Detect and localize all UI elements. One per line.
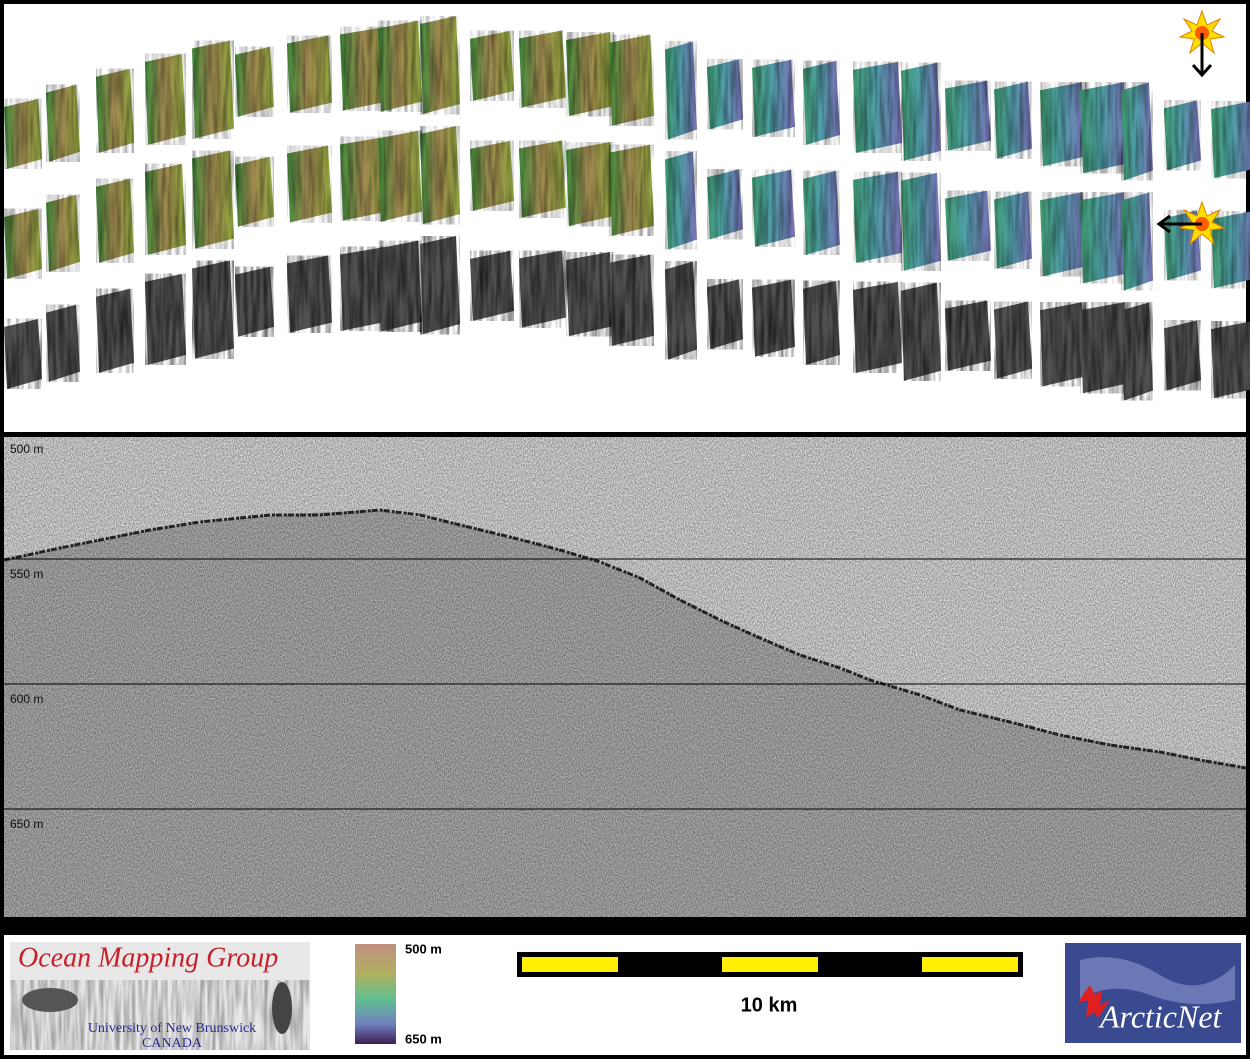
swath-patch (609, 34, 654, 126)
colorbar (355, 944, 396, 1044)
swath-patch (1080, 192, 1128, 284)
swath-patch (853, 61, 902, 153)
swath-patch (420, 16, 460, 115)
swath-patch (519, 30, 566, 108)
swath-patch (192, 260, 234, 359)
swath-patch (752, 59, 795, 137)
logo-title: ArcticNet (1098, 998, 1223, 1034)
swath-patch (378, 130, 422, 222)
swath-patch (235, 266, 274, 337)
swath-patch (4, 98, 42, 169)
swath-patch (4, 208, 42, 279)
swath-patch (665, 41, 697, 140)
arcticnet-logo: ArcticNet (1065, 943, 1241, 1043)
swath-patch (1121, 82, 1153, 181)
swath-patch (235, 46, 274, 117)
swath-patch (470, 250, 514, 321)
swath-patch (945, 300, 991, 371)
sun-icon (1156, 200, 1226, 246)
swath-patch (1040, 302, 1086, 387)
swath-patch (566, 32, 614, 117)
logo-text: University of New Brunswick (88, 1021, 256, 1036)
swath-patch (145, 53, 186, 145)
swath-patch (1040, 192, 1086, 277)
swath-patch (1164, 100, 1201, 171)
swath-patch (665, 261, 697, 360)
swath-patch (665, 151, 697, 250)
ocean-mapping-logo: Ocean Mapping Group University of New Br… (10, 942, 310, 1051)
scale-label: 10 km (741, 994, 798, 1016)
swath-patch (287, 35, 332, 113)
scale-bar (517, 952, 1023, 977)
swath-patch (145, 163, 186, 255)
swath-patch (752, 169, 795, 247)
swath-patch (4, 318, 42, 389)
depth-label: 600 m (10, 692, 43, 706)
logo-title: Ocean Mapping Group (18, 942, 278, 973)
depth-label: 550 m (10, 567, 43, 581)
swath-patch (609, 144, 654, 236)
swath-patch (1040, 82, 1086, 167)
seabed-line (4, 508, 1246, 770)
swath-patch (235, 156, 274, 227)
swath-patch (609, 254, 654, 346)
swath-patch (945, 190, 991, 261)
depth-label: 650 m (10, 817, 43, 831)
swath-patch (901, 62, 941, 161)
depth-label: 500 m (10, 442, 43, 456)
swath-patch (1080, 82, 1128, 174)
swath-patch (1121, 302, 1153, 401)
profile-panel (4, 437, 1246, 917)
sun-icon (1178, 9, 1226, 78)
swath-patch (901, 172, 941, 271)
logo-text: CANADA (142, 1036, 203, 1051)
swath-patch (853, 171, 902, 263)
swath-patch (1080, 302, 1128, 394)
swath-patch (96, 178, 134, 263)
swath-patch (707, 169, 743, 240)
swath-patch (192, 150, 234, 249)
swath-patch (853, 281, 902, 373)
swath-patch (287, 255, 332, 333)
swath-patch (519, 250, 566, 328)
swath-patch (945, 80, 991, 151)
swath-patch (994, 191, 1032, 269)
swath-patch (46, 194, 80, 272)
swath-mosaics (4, 16, 1250, 401)
swath-patch (96, 288, 134, 373)
swath-patch (192, 40, 234, 139)
swath-patch (1211, 211, 1250, 289)
swath-patch (1164, 320, 1201, 391)
swath-patch (378, 240, 422, 332)
swath-patch (994, 81, 1032, 159)
swath-patch (470, 30, 514, 101)
swath-patch (519, 140, 566, 218)
swath-patch (287, 145, 332, 223)
swath-patch (566, 142, 614, 227)
swath-patch (803, 280, 840, 365)
swath-patch (1211, 321, 1250, 399)
colorbar-label: 650 m (405, 1031, 442, 1046)
colorbar-label: 500 m (405, 941, 442, 956)
swath-patch (470, 140, 514, 211)
swath-patch (378, 20, 422, 112)
swath-patch (707, 59, 743, 130)
swath-patch (420, 126, 460, 225)
swath-patch (803, 60, 840, 145)
swath-patch (46, 304, 80, 382)
swath-patch (1121, 192, 1153, 291)
swath-patch (1211, 101, 1250, 179)
swath-patch (803, 170, 840, 255)
swath-patch (901, 282, 941, 381)
swath-patch (707, 279, 743, 350)
swath-patch (420, 236, 460, 335)
swath-patch (566, 252, 614, 337)
swath-patch (96, 68, 134, 153)
swath-patch (46, 84, 80, 162)
swath-patch (752, 279, 795, 357)
swath-patch (145, 273, 186, 365)
swath-patch (994, 301, 1032, 379)
